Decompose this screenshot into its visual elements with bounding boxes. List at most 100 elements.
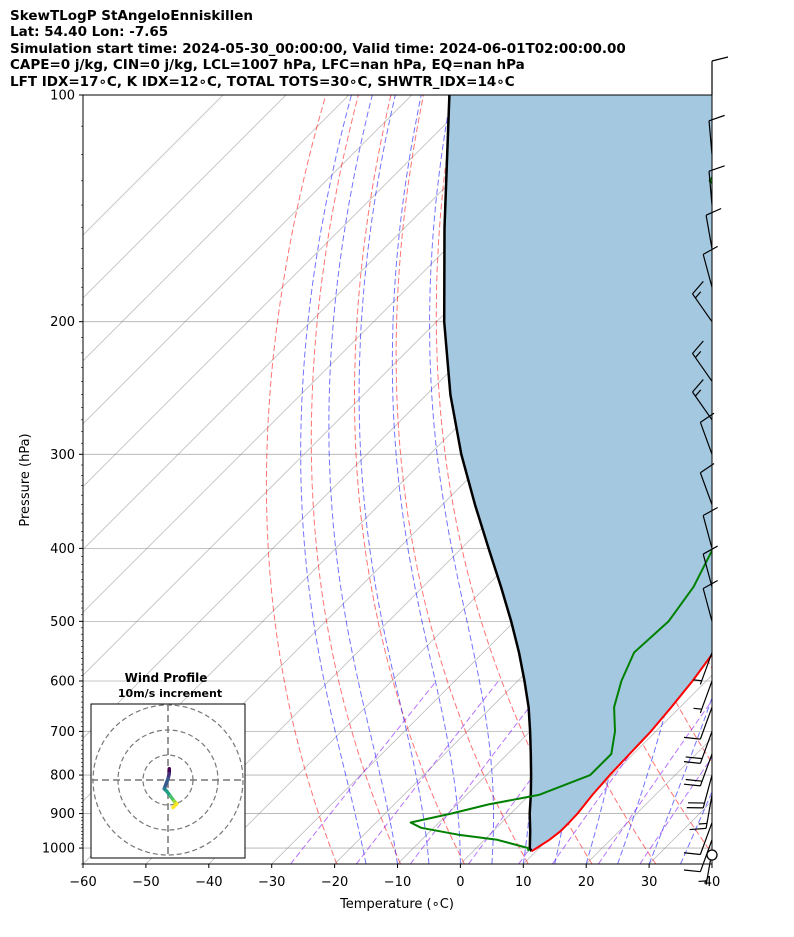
x-axis-label: Temperature (∘C) <box>339 897 454 912</box>
wind-barb-shaft <box>699 839 713 872</box>
calm-wind-circle <box>706 849 718 861</box>
chart-header: SkewTLogP StAngeloEnniskillen Lat: 54.40… <box>10 8 626 90</box>
wind-barb <box>702 507 718 549</box>
wind-barbs-layer <box>683 56 729 885</box>
dry-adiabat-line <box>583 95 712 670</box>
y-tick-label: 300 <box>50 448 75 463</box>
header-index-line: LFT IDX=17∘C, K IDX=12∘C, TOTAL TOTS=30∘… <box>10 73 515 90</box>
wind-barb-flag <box>692 280 704 295</box>
x-tick-label: 20 <box>578 875 595 890</box>
moist-adiabat-line <box>300 95 367 864</box>
wind-barb <box>689 794 713 831</box>
moist-adiabat-line <box>328 95 398 864</box>
y-tick-label: 700 <box>50 725 75 740</box>
wind-barb-shaft <box>699 472 713 505</box>
isotherm-line <box>334 486 712 864</box>
y-tick-label: 100 <box>50 89 75 104</box>
dry-adiabat-line <box>749 95 794 864</box>
wind-barb-flag <box>683 783 701 787</box>
dry-adiabat-line <box>310 95 402 864</box>
header-title-line: SkewTLogP StAngeloEnniskillen <box>10 8 253 24</box>
wind-barb-flag <box>683 761 701 764</box>
wind-barb-shaft <box>702 588 713 622</box>
x-tick-label: −20 <box>321 875 348 890</box>
isotherm-line <box>523 674 712 864</box>
isotherm-line <box>83 95 412 425</box>
mixing-ratio-line <box>551 680 684 864</box>
wind-barb-shaft <box>692 391 713 421</box>
dry-adiabat-line <box>474 95 657 864</box>
wind-barb <box>705 207 722 249</box>
x-tick-label: −40 <box>195 875 222 890</box>
wind-barb-shaft <box>705 794 713 829</box>
wind-barb <box>692 340 713 382</box>
isotherm-line <box>83 95 538 550</box>
x-tick-label: 10 <box>515 875 532 890</box>
wind-barb-flag <box>708 114 725 122</box>
wind-barb-shaft <box>708 171 713 206</box>
wind-barb-half-flag <box>694 350 702 358</box>
wind-barb-flag <box>700 412 715 423</box>
x-tick-label: 30 <box>641 875 658 890</box>
wind-barb-flag <box>711 56 729 62</box>
x-tick-label: −30 <box>258 875 285 890</box>
wind-barb <box>702 579 718 622</box>
hodograph-subtitle: 10m/s increment <box>118 687 222 700</box>
wind-barb-half-flag <box>698 880 707 883</box>
hodograph-segment <box>171 802 179 810</box>
parcel-profile-line <box>442 95 533 852</box>
wind-barb <box>683 753 713 787</box>
y-tick-label: 1000 <box>42 842 75 857</box>
header-cape-line: CAPE=0 j/kg, CIN=0 j/kg, LCL=1007 hPa, L… <box>10 57 525 74</box>
wind-barb-shaft <box>708 120 713 155</box>
wind-barb-flag <box>683 869 701 873</box>
wind-barb <box>708 114 725 155</box>
x-tick-label: 40 <box>704 875 721 890</box>
moist-adiabat-line <box>680 790 712 864</box>
wind-barb-shaft <box>702 254 713 288</box>
dry-adiabat-line <box>435 95 593 864</box>
wind-barb-flag <box>705 207 722 216</box>
x-tick-label: −10 <box>384 875 411 890</box>
isotherm-line <box>83 95 224 236</box>
x-tick-label: −60 <box>69 875 96 890</box>
wind-barb <box>693 652 713 685</box>
y-tick-label: 400 <box>50 542 75 557</box>
wind-barb <box>708 165 725 206</box>
isotherm-line <box>83 95 287 299</box>
profiles-layer <box>409 95 712 853</box>
wind-barb-flag <box>708 165 725 172</box>
wind-barb-half-flag <box>693 679 702 682</box>
moist-adiabat-line <box>648 696 712 864</box>
isotherm-line <box>83 95 350 362</box>
wind-barb-half-flag <box>693 707 702 710</box>
moist-adiabat-line <box>391 95 461 864</box>
x-tick-label: −50 <box>132 875 159 890</box>
mixing-ratio-line <box>597 699 712 864</box>
axes-layer: −60 −50 −40 −30 −20 −10 0 10 20 30 40 100 200 300 400 5… <box>42 89 720 891</box>
wind-barb <box>683 731 713 764</box>
isotherm-line <box>775 95 794 864</box>
wind-barb-shaft <box>699 652 713 685</box>
wind-barb-flag <box>702 579 718 590</box>
isotherm-line <box>83 95 475 488</box>
wind-barb <box>692 379 713 421</box>
wind-barb <box>702 545 718 588</box>
wind-barb-half-flag <box>698 822 708 825</box>
wind-barb <box>692 280 713 323</box>
wind-barb-half-flag <box>694 291 702 299</box>
wind-barb-flag <box>689 827 707 831</box>
wind-barb-flag <box>692 379 704 393</box>
dry-adiabat-line <box>717 95 794 864</box>
cin-shading-area <box>444 95 712 852</box>
wind-barb-flag <box>702 507 718 517</box>
wind-barb-flag <box>700 463 715 474</box>
wind-barb-flag <box>702 545 718 555</box>
wind-barb-flag <box>685 778 703 782</box>
wind-barb-shaft <box>699 680 713 714</box>
wind-barb <box>693 680 713 714</box>
wind-barb-shaft <box>699 822 713 855</box>
dry-adiabat-line <box>354 95 465 864</box>
wind-barb <box>683 839 713 873</box>
moist-adiabat-line <box>711 862 712 864</box>
